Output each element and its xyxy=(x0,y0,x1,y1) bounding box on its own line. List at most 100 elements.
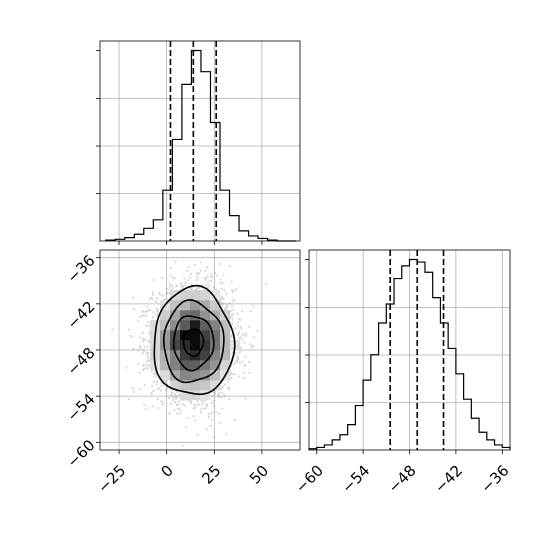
density-cell xyxy=(200,350,211,361)
histogram-bin xyxy=(172,139,182,241)
density-cell xyxy=(190,340,201,351)
density-cell xyxy=(220,360,231,371)
x-tick-label: −60 xyxy=(292,462,327,497)
density-cell xyxy=(200,330,211,341)
marginal-histogram-param-1 xyxy=(96,40,301,245)
histogram-bin xyxy=(464,399,472,450)
histogram-bin xyxy=(239,231,249,241)
density-cell xyxy=(170,380,181,391)
contour-line xyxy=(182,328,205,358)
x-tick-label: 50 xyxy=(246,462,272,488)
density-cell xyxy=(170,360,181,371)
density-cell xyxy=(210,370,221,381)
histogram-step xyxy=(308,258,511,450)
density-cell xyxy=(200,380,211,391)
density-cell xyxy=(190,390,201,401)
histogram-bin xyxy=(495,445,503,450)
histogram-bin xyxy=(456,374,464,450)
density-cell xyxy=(180,390,191,401)
density-cell xyxy=(160,320,171,331)
density-cell xyxy=(220,320,231,331)
density-cell xyxy=(190,370,201,381)
density-cell xyxy=(190,290,201,301)
density-cell xyxy=(190,350,201,361)
density-cell xyxy=(180,370,191,381)
density-cell xyxy=(170,320,181,331)
density-cell xyxy=(210,360,221,371)
x-tick-label: −42 xyxy=(431,462,466,497)
y-tick-label: −54 xyxy=(63,390,98,425)
histogram-bin xyxy=(134,234,144,241)
density-cell xyxy=(180,320,191,331)
density-cell xyxy=(220,340,231,351)
histogram-step xyxy=(105,49,297,242)
axes-frame xyxy=(99,40,301,242)
histogram-bin xyxy=(249,236,259,241)
density-cell xyxy=(160,360,171,371)
density-cell xyxy=(210,350,221,361)
density-cell xyxy=(180,360,191,371)
density-cell xyxy=(190,300,201,311)
marginal-histogram-param-2: −60 −54 −48 −42 −36 xyxy=(292,249,513,497)
density-cell xyxy=(160,330,171,341)
histogram-bin xyxy=(332,440,340,450)
density-cell xyxy=(150,350,161,361)
density-cell xyxy=(180,340,191,351)
density-cell xyxy=(200,390,211,401)
y-tick-label: −36 xyxy=(63,252,98,287)
joint-scatter-panel: −25 0 25 50 −60 −54 −48 −42 −36 xyxy=(63,249,301,497)
density-cell xyxy=(210,300,221,311)
histogram-bin xyxy=(402,266,410,450)
histogram-bin xyxy=(153,220,163,241)
histogram-bin xyxy=(348,425,356,450)
density-cell xyxy=(150,320,161,331)
density-cell xyxy=(210,380,221,391)
histogram-bin xyxy=(487,440,495,450)
contour-line xyxy=(163,299,225,384)
x-tick-label: −25 xyxy=(94,462,129,497)
histogram-bin xyxy=(340,435,348,450)
y-tick-label: −48 xyxy=(63,344,98,379)
density-cell xyxy=(190,330,201,341)
histogram-bin xyxy=(394,279,402,450)
x-tick-label: −36 xyxy=(477,462,512,497)
histogram-bin xyxy=(471,418,479,450)
density-cell xyxy=(210,320,221,331)
density-cell xyxy=(170,350,181,361)
density-cell xyxy=(200,320,211,331)
density-cell xyxy=(180,290,191,301)
histogram-bin xyxy=(201,72,211,241)
density-cell xyxy=(210,310,221,321)
x-tick-label: −54 xyxy=(338,462,373,497)
y-tick-label: −60 xyxy=(63,436,98,471)
density-cell xyxy=(200,300,211,311)
x-tick-label: 25 xyxy=(198,462,224,488)
density-cell xyxy=(160,340,171,351)
density-cell xyxy=(200,360,211,371)
density-cell xyxy=(200,290,211,301)
density-cell xyxy=(200,340,211,351)
histogram-bin xyxy=(324,445,332,450)
histogram-bin xyxy=(355,406,363,450)
y-tick-label: −42 xyxy=(63,298,98,333)
histogram-bin xyxy=(182,84,192,241)
contour-line xyxy=(172,315,215,372)
histogram-bin xyxy=(144,228,154,241)
density-cell xyxy=(200,370,211,381)
density-cell xyxy=(210,330,221,341)
density-cell xyxy=(170,300,181,311)
histogram-bin xyxy=(363,380,371,450)
histogram-bin xyxy=(425,272,433,450)
density-cell xyxy=(170,370,181,381)
density-cell xyxy=(220,350,231,361)
density-cell xyxy=(180,380,191,391)
contour-line xyxy=(153,284,236,396)
density-cell xyxy=(160,310,171,321)
density-cell xyxy=(180,350,191,361)
histogram-bin xyxy=(448,348,456,450)
density-cell xyxy=(160,370,171,381)
density-cell xyxy=(210,290,221,301)
density-cell xyxy=(170,340,181,351)
density-cell xyxy=(180,300,191,311)
